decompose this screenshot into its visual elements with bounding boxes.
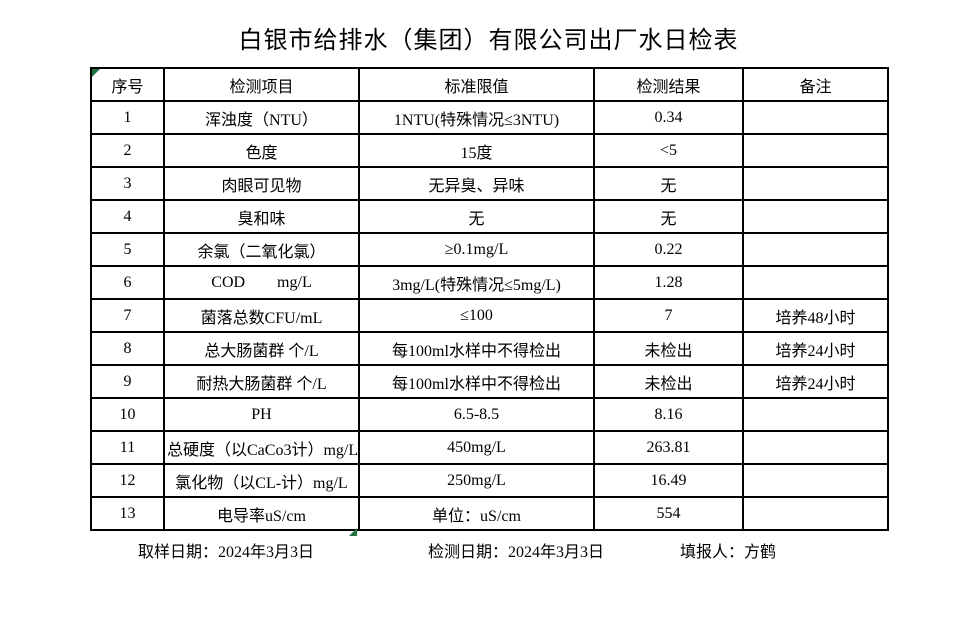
cell-note [742, 199, 889, 234]
table-row: 10 PH 6.5-8.5 8.16 [90, 397, 889, 432]
cell-no: 9 [90, 364, 165, 399]
cell-item: COD mg/L [163, 265, 360, 300]
sampling-date-text: 取样日期：2024年3月3日 [138, 544, 315, 561]
cell-item: 电导率uS/cm [163, 496, 360, 531]
cell-note [742, 496, 889, 531]
cell-limit: ≥0.1mg/L [358, 232, 595, 267]
header-cell-limit: 标准限值 [358, 67, 595, 102]
cell-result: 无 [593, 166, 744, 201]
cell-result: 8.16 [593, 397, 744, 432]
cell-result: 未检出 [593, 364, 744, 399]
cell-limit: 每100ml水样中不得检出 [358, 331, 595, 366]
cell-limit: 450mg/L [358, 430, 595, 465]
cell-no: 3 [90, 166, 165, 201]
cell-no: 6 [90, 265, 165, 300]
cell-limit: 每100ml水样中不得检出 [358, 364, 595, 399]
cell-item: 菌落总数CFU/mL [163, 298, 360, 333]
page-title: 白银市给排水（集团）有限公司出厂水日检表 [238, 28, 739, 54]
header-cell-item: 检测项目 [163, 67, 360, 102]
table-body: 1 浑浊度（NTU） 1NTU(特殊情况≤3NTU) 0.34 2 色度 15度 <5 3 肉眼可… [90, 100, 889, 531]
table-row: 1 浑浊度（NTU） 1NTU(特殊情况≤3NTU) 0.34 [90, 100, 889, 135]
table-row: 8 总大肠菌群 个/L 每100ml水样中不得检出 未检出 培养24小时 [90, 331, 889, 366]
cell-note [742, 100, 889, 135]
cell-result: 0.22 [593, 232, 744, 267]
cell-item: 氯化物（以CL-计）mg/L [163, 463, 360, 498]
cell-result: 263.81 [593, 430, 744, 465]
cell-limit: 3mg/L(特殊情况≤5mg/L) [358, 265, 595, 300]
cell-no: 11 [90, 430, 165, 465]
cell-item: 臭和味 [163, 199, 360, 234]
cell-limit: ≤100 [358, 298, 595, 333]
cell-result: 1.28 [593, 265, 744, 300]
table-row: 11 总硬度（以CaCo3计）mg/L 450mg/L 263.81 [90, 430, 889, 465]
cell-item: 余氯（二氧化氯） [163, 232, 360, 267]
cell-item: 总大肠菌群 个/L [163, 331, 360, 366]
excel-error-indicator-bottom-icon [349, 528, 357, 536]
header-cell-no: 序号 [90, 67, 165, 102]
cell-no: 2 [90, 133, 165, 168]
cell-note [742, 133, 889, 168]
table-row: 9 耐热大肠菌群 个/L 每100ml水样中不得检出 未检出 培养24小时 [90, 364, 889, 399]
table-row: 7 菌落总数CFU/mL ≤100 7 培养48小时 [90, 298, 889, 333]
inspection-table-wrap: 序号 检测项目 标准限值 检测结果 备注 1 浑浊度（NTU） 1NTU(特殊情况≤… [90, 67, 889, 536]
table-row: 3 肉眼可见物 无异臭、异味无 [90, 166, 889, 201]
header-row: 序号 检测项目 标准限值 检测结果 备注 [90, 67, 889, 102]
cell-result: 无 [593, 199, 744, 234]
cell-limit: 6.5-8.5 [358, 397, 595, 432]
cell-no: 10 [90, 397, 165, 432]
table-row: 6 COD mg/L 3mg/L(特殊情况≤5mg/L) 1.28 [90, 265, 889, 300]
cell-result: 未检出 [593, 331, 744, 366]
cell-note [742, 232, 889, 267]
cell-note [742, 397, 889, 432]
header-cell-result: 检测结果 [593, 67, 744, 102]
cell-limit: 1NTU(特殊情况≤3NTU) [358, 100, 595, 135]
cell-note [742, 430, 889, 465]
cell-result: 16.49 [593, 463, 744, 498]
cell-note: 培养24小时 [742, 364, 889, 399]
cell-no: 7 [90, 298, 165, 333]
cell-limit: 无异臭、异味 [358, 166, 595, 201]
table-row: 12 氯化物（以CL-计）mg/L 250mg/L 16.49 [90, 463, 889, 498]
cell-limit: 无 [358, 199, 595, 234]
cell-result: 554 [593, 496, 744, 531]
cell-item: PH [163, 397, 360, 432]
cell-no: 5 [90, 232, 165, 267]
cell-no: 12 [90, 463, 165, 498]
table-row: 5 余氯（二氧化氯） ≥0.1mg/L 0.22 [90, 232, 889, 267]
cell-item: 总硬度（以CaCo3计）mg/L [163, 430, 360, 465]
cell-item: 耐热大肠菌群 个/L [163, 364, 360, 399]
cell-item: 肉眼可见物 [163, 166, 360, 201]
cell-item: 浑浊度（NTU） [163, 100, 360, 135]
cell-result: 0.34 [593, 100, 744, 135]
cell-note [742, 166, 889, 201]
footer: 取样日期：2024年3月3日 检测日期：2024年3月3日 填报人：方鹤 [0, 538, 966, 561]
table-row: 2 色度 15度 <5 [90, 133, 889, 168]
cell-no: 1 [90, 100, 165, 135]
cell-result: 7 [593, 298, 744, 333]
cell-note: 培养24小时 [742, 331, 889, 366]
cell-no: 8 [90, 331, 165, 366]
cell-no: 4 [90, 199, 165, 234]
table-row: 4 臭和味无无 [90, 199, 889, 234]
cell-result: <5 [593, 133, 744, 168]
cell-note: 培养48小时 [742, 298, 889, 333]
inspection-table: 序号 检测项目 标准限值 检测结果 备注 1 浑浊度（NTU） 1NTU(特殊情况≤… [90, 67, 889, 531]
test-date-text: 检测日期：2024年3月3日 [428, 544, 605, 561]
header-cell-note: 备注 [742, 67, 889, 102]
cell-item: 色度 [163, 133, 360, 168]
cell-limit: 250mg/L [358, 463, 595, 498]
table-row: 13 电导率uS/cm 单位：uS/cm 554 [90, 496, 889, 531]
reporter-text: 填报人：方鹤 [680, 544, 777, 561]
excel-error-indicator-icon [92, 69, 100, 77]
cell-no: 13 [90, 496, 165, 531]
cell-limit: 15度 [358, 133, 595, 168]
cell-note [742, 463, 889, 498]
cell-limit: 单位：uS/cm [358, 496, 595, 531]
cell-note [742, 265, 889, 300]
